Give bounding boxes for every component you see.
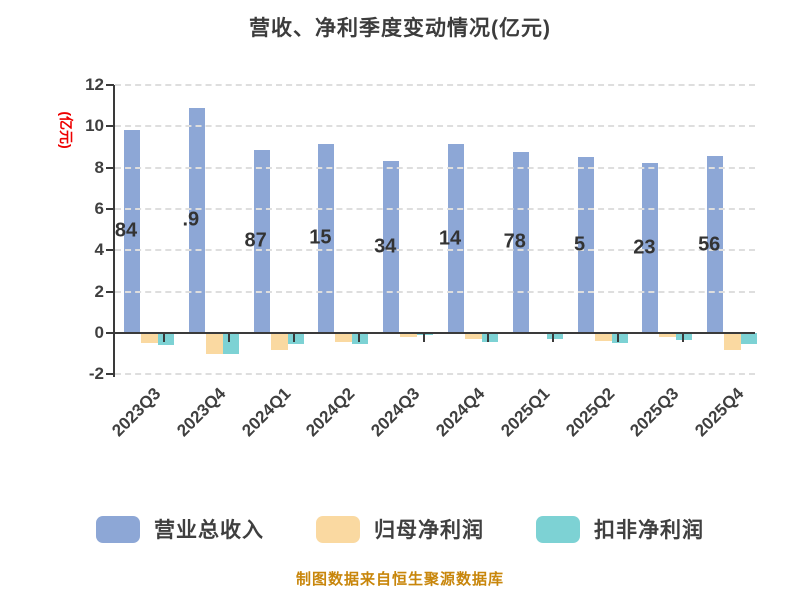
bar-2024Q2-series2 bbox=[352, 333, 369, 344]
y-tick-label: 2 bbox=[94, 281, 104, 301]
legend-swatch-icon bbox=[536, 515, 580, 543]
bar-value-label: 34 bbox=[374, 235, 397, 258]
bar-2025Q1-series0 bbox=[512, 151, 529, 333]
legend-swatch-icon bbox=[316, 515, 360, 543]
y-tick-mark bbox=[106, 207, 114, 210]
y-tick-mark bbox=[106, 166, 114, 169]
legend-label: 归母净利润 bbox=[374, 519, 484, 542]
bar-2024Q2-series1 bbox=[335, 333, 353, 343]
bar-2025Q4-series0 bbox=[707, 156, 724, 333]
bar-2023Q3-series2 bbox=[158, 333, 174, 346]
bar-2023Q4-series0 bbox=[188, 107, 205, 333]
y-tick-mark bbox=[106, 249, 114, 252]
gridline-y6 bbox=[115, 207, 755, 210]
bar-2023Q4-series2 bbox=[222, 333, 239, 354]
y-tick-label: 12 bbox=[85, 74, 104, 94]
bar-2025Q2-series1 bbox=[594, 333, 612, 341]
bar-2023Q4-series1 bbox=[205, 333, 223, 355]
y-tick-label: 6 bbox=[94, 198, 104, 218]
data-source-note: 制图数据来自恒生聚源数据库 bbox=[295, 571, 504, 588]
bar-2024Q4-series2 bbox=[482, 333, 498, 342]
gridline-y12 bbox=[115, 83, 755, 86]
bar-2023Q3-series0 bbox=[124, 129, 140, 333]
y-tick-label: 8 bbox=[94, 157, 104, 177]
gridline-y4 bbox=[115, 249, 755, 252]
y-tick-mark bbox=[106, 332, 114, 334]
x-tick-mark bbox=[293, 333, 295, 342]
bar-2024Q3-series0 bbox=[383, 160, 400, 333]
legend-swatch-icon bbox=[96, 515, 140, 543]
bar-value-label: 78 bbox=[503, 230, 526, 253]
bar-value-label: 14 bbox=[438, 227, 462, 250]
gridline-y10 bbox=[115, 125, 755, 128]
plot-area: 84 .9 87 15 34 14 78 5 23 56 bbox=[106, 83, 758, 377]
bar-value-label: 87 bbox=[244, 229, 267, 252]
bar-2024Q1-series2 bbox=[287, 333, 304, 344]
legend-item-2: 扣非净利润 bbox=[536, 514, 704, 544]
legend-item-0: 营业总收入 bbox=[96, 514, 264, 544]
legend-item-1: 归母净利润 bbox=[316, 514, 484, 544]
bar-2025Q4-series2 bbox=[741, 333, 758, 344]
legend: 营业总收入 归母净利润 扣非净利润 bbox=[0, 514, 800, 544]
zero-axis-line bbox=[113, 332, 755, 334]
bar-2024Q3-series2 bbox=[417, 333, 434, 336]
y-tick-mark bbox=[106, 83, 114, 86]
y-tick-label: 10 bbox=[85, 116, 104, 136]
bar-2024Q3-series1 bbox=[400, 333, 418, 337]
gridline-y2 bbox=[115, 290, 755, 293]
y-axis-line bbox=[113, 85, 115, 377]
y-tick-label: 0 bbox=[94, 323, 104, 342]
bar-2024Q2-series0 bbox=[318, 143, 335, 333]
bar-2025Q1-series2 bbox=[546, 333, 563, 340]
gridline-y-2 bbox=[115, 373, 755, 376]
bar-2025Q2-series0 bbox=[577, 157, 594, 333]
x-tick-mark bbox=[228, 333, 231, 342]
bar-2025Q4-series1 bbox=[724, 333, 742, 350]
bar-2025Q3-series1 bbox=[659, 333, 677, 337]
bar-value-label: .9 bbox=[182, 208, 200, 231]
legend-label: 营业总收入 bbox=[154, 519, 264, 542]
bar-2024Q4-series1 bbox=[465, 333, 482, 340]
bar-2025Q2-series2 bbox=[611, 333, 628, 343]
bar-2025Q3-series0 bbox=[642, 162, 659, 333]
x-tick-mark bbox=[617, 333, 619, 342]
bar-2025Q3-series2 bbox=[676, 333, 693, 340]
x-tick-mark bbox=[681, 333, 684, 342]
y-tick-mark bbox=[106, 290, 114, 293]
x-tick-mark bbox=[163, 333, 166, 342]
y-tick-label: -2 bbox=[88, 364, 104, 384]
bar-value-label: 56 bbox=[698, 233, 721, 256]
bar-value-label: 84 bbox=[114, 219, 138, 242]
gridline-y8 bbox=[115, 166, 755, 169]
x-tick-mark bbox=[357, 333, 360, 342]
bar-2024Q1-series1 bbox=[270, 333, 288, 350]
x-tick-mark bbox=[487, 333, 490, 342]
y-tick-label: 4 bbox=[94, 240, 104, 260]
bar-value-label: 5 bbox=[574, 233, 586, 256]
chart-title: 营收、净利季度变动情况(亿元) bbox=[249, 17, 551, 40]
bar-2024Q4-series0 bbox=[448, 144, 464, 333]
legend-label: 扣非净利润 bbox=[594, 519, 704, 542]
bar-value-label: 23 bbox=[633, 236, 656, 259]
bar-2024Q1-series0 bbox=[253, 149, 270, 333]
bar-2023Q3-series1 bbox=[141, 333, 158, 343]
y-tick-mark bbox=[106, 125, 114, 128]
x-tick-mark bbox=[552, 333, 555, 342]
x-tick-mark bbox=[422, 333, 425, 342]
bar-value-label: 15 bbox=[309, 226, 332, 249]
y-tick-mark bbox=[106, 373, 114, 376]
